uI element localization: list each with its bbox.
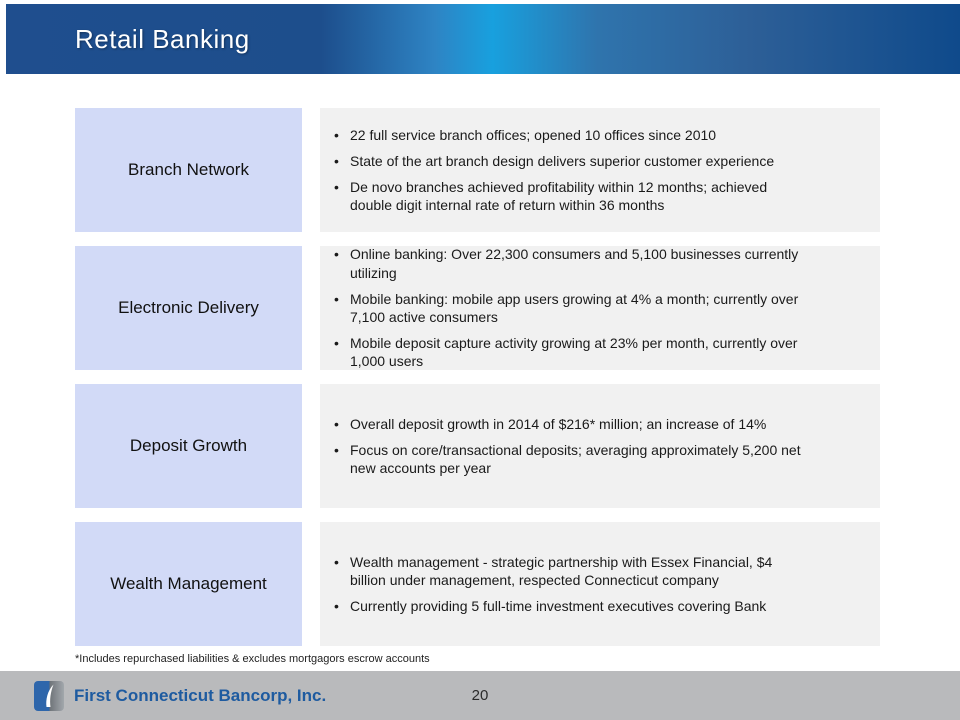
row-label: Wealth Management	[75, 522, 302, 646]
bullet-list: 22 full service branch offices; opened 1…	[320, 118, 880, 223]
bullet-item: Mobile banking: mobile app users growing…	[333, 290, 864, 326]
footer-bar: First Connecticut Bancorp, Inc. 20	[0, 671, 960, 720]
row-bullet-panel: Online banking: Over 22,300 consumers an…	[320, 245, 880, 370]
bullet-item: Mobile deposit capture activity growing …	[333, 334, 864, 370]
bullet-item: State of the art branch design delivers …	[333, 152, 864, 170]
company-name: First Connecticut Bancorp, Inc.	[74, 685, 327, 705]
row-bullet-panel: Overall deposit growth in 2014 of $216* …	[320, 384, 880, 508]
table-row: Deposit Growth Overall deposit growth in…	[75, 384, 880, 508]
bullet-item: Currently providing 5 full-time investme…	[333, 597, 864, 615]
table-row: Branch Network 22 full service branch of…	[75, 108, 880, 232]
row-label: Electronic Delivery	[75, 246, 302, 370]
row-bullet-panel: 22 full service branch offices; opened 1…	[320, 108, 880, 232]
title-bar: Retail Banking	[6, 4, 960, 74]
table-row: Wealth Management Wealth management - st…	[75, 522, 880, 646]
bullet-item: Online banking: Over 22,300 consumers an…	[333, 245, 864, 281]
slide-title: Retail Banking	[75, 23, 250, 54]
bullet-item: De novo branches achieved profitability …	[333, 178, 864, 214]
row-bullet-panel: Wealth management - strategic partnershi…	[320, 522, 880, 646]
bullet-list: Overall deposit growth in 2014 of $216* …	[320, 407, 880, 486]
company-logo-icon	[34, 680, 64, 711]
bullet-item: Wealth management - strategic partnershi…	[333, 553, 864, 589]
footnote: *Includes repurchased liabilities & excl…	[75, 653, 430, 665]
bullet-item: Focus on core/transactional deposits; av…	[333, 441, 864, 477]
content-rows: Branch Network 22 full service branch of…	[75, 108, 880, 660]
table-row: Electronic Delivery Online banking: Over…	[75, 245, 880, 370]
row-label: Branch Network	[75, 108, 302, 232]
bullet-item: 22 full service branch offices; opened 1…	[333, 126, 864, 144]
bullet-list: Wealth management - strategic partnershi…	[320, 545, 880, 624]
page-number: 20	[471, 687, 489, 704]
bullet-list: Online banking: Over 22,300 consumers an…	[320, 237, 880, 378]
row-label: Deposit Growth	[75, 384, 302, 508]
bullet-item: Overall deposit growth in 2014 of $216* …	[333, 415, 864, 433]
